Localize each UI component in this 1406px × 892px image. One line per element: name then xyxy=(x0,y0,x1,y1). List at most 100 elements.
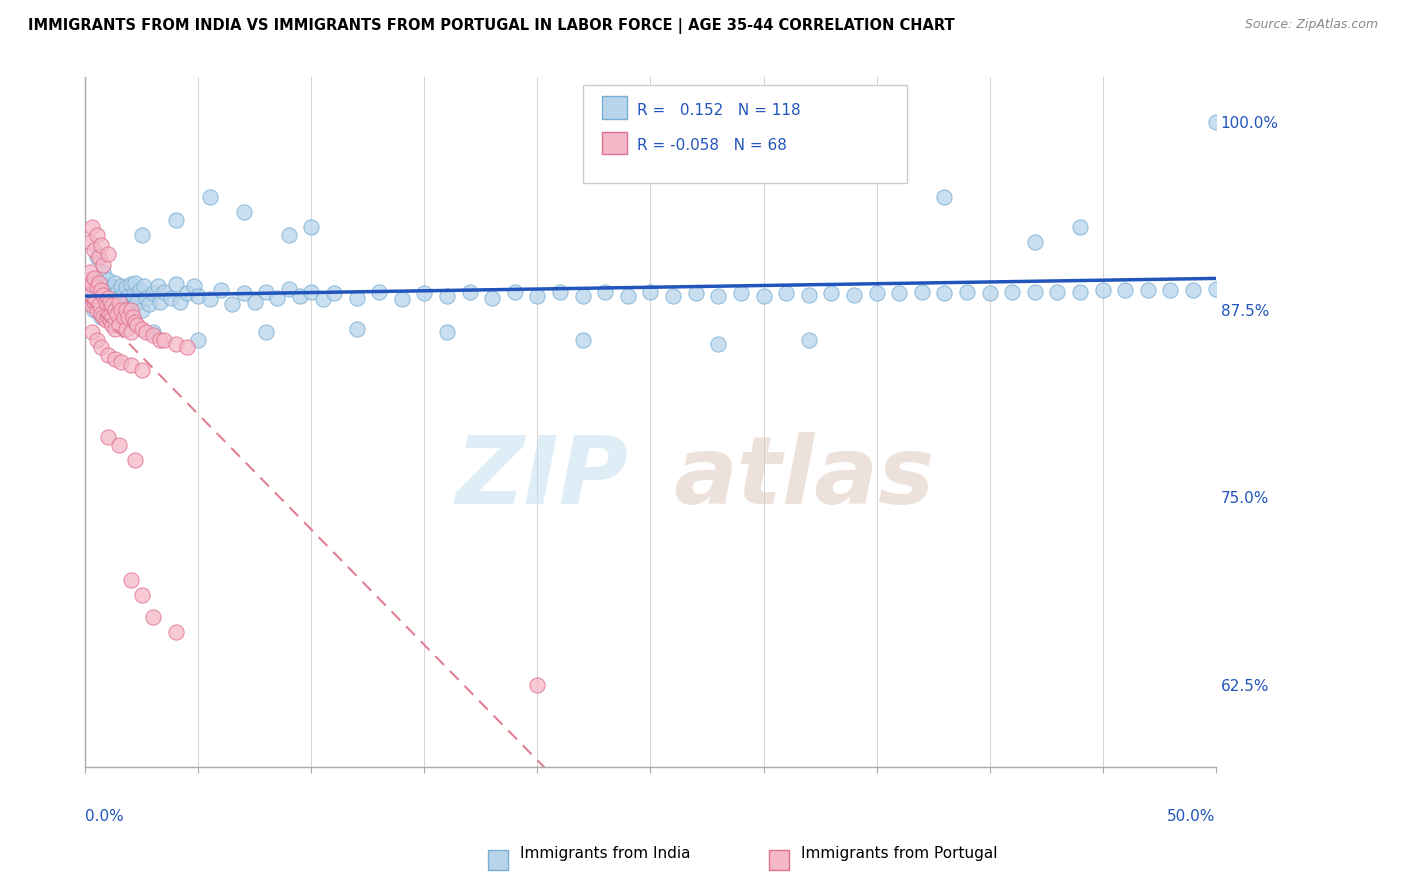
Point xyxy=(120,359,142,373)
Point xyxy=(169,295,191,310)
Point xyxy=(232,205,254,219)
Point xyxy=(120,310,142,325)
Point xyxy=(1114,284,1136,298)
Point xyxy=(842,288,865,302)
Point xyxy=(121,310,143,325)
Point xyxy=(254,285,277,299)
Point xyxy=(86,280,108,294)
Point xyxy=(105,298,128,312)
Point xyxy=(110,302,132,317)
Point xyxy=(90,284,112,298)
Point xyxy=(288,289,311,303)
Point xyxy=(79,235,101,250)
Point xyxy=(104,276,127,290)
Point xyxy=(98,313,121,327)
Point xyxy=(115,280,138,294)
Point xyxy=(752,289,775,303)
Point xyxy=(436,326,458,340)
Point xyxy=(98,301,121,316)
Point xyxy=(93,265,115,279)
Point xyxy=(110,279,132,293)
Point xyxy=(934,286,956,301)
Point xyxy=(149,295,172,310)
Point xyxy=(101,310,124,325)
Point xyxy=(108,438,131,452)
Point xyxy=(707,337,730,351)
Point xyxy=(911,285,934,299)
Point xyxy=(110,355,132,369)
Point xyxy=(142,610,165,624)
Point xyxy=(90,277,112,292)
Point xyxy=(80,298,103,312)
Point xyxy=(254,326,277,340)
Point xyxy=(86,227,108,242)
Point xyxy=(117,310,139,325)
Point xyxy=(323,286,346,301)
Point xyxy=(571,333,593,347)
Point xyxy=(101,298,124,312)
Point xyxy=(86,280,108,294)
Point xyxy=(153,333,176,347)
Point xyxy=(94,295,117,310)
Point xyxy=(124,453,146,467)
Point xyxy=(79,265,101,279)
Point xyxy=(105,285,128,299)
Point xyxy=(131,363,153,377)
Text: atlas: atlas xyxy=(673,432,935,524)
Point xyxy=(346,322,368,336)
Point xyxy=(198,293,221,307)
Point xyxy=(98,295,121,310)
Point xyxy=(617,289,640,303)
Point xyxy=(865,286,887,301)
Point xyxy=(436,289,458,303)
Point xyxy=(138,297,160,311)
Point xyxy=(299,220,322,235)
Point xyxy=(104,352,127,367)
Point xyxy=(413,286,436,301)
Point xyxy=(97,247,120,261)
Text: ZIP: ZIP xyxy=(456,432,628,524)
Text: 50.0%: 50.0% xyxy=(1167,809,1216,823)
Point xyxy=(707,289,730,303)
Point xyxy=(86,251,108,265)
Point xyxy=(104,322,127,336)
Point xyxy=(730,286,752,301)
Point xyxy=(117,301,139,316)
Point xyxy=(124,276,146,290)
Point xyxy=(97,430,120,444)
Point xyxy=(97,348,120,362)
Point xyxy=(1205,115,1227,129)
Text: Immigrants from India: Immigrants from India xyxy=(520,846,690,861)
Point xyxy=(176,286,198,301)
Point xyxy=(80,277,103,292)
Point xyxy=(108,302,131,317)
Point xyxy=(101,280,124,294)
Text: 0.0%: 0.0% xyxy=(86,809,124,823)
Point xyxy=(503,285,526,299)
Point xyxy=(117,289,139,303)
Point xyxy=(94,313,117,327)
Point xyxy=(775,286,797,301)
Point xyxy=(76,273,98,287)
Point xyxy=(934,190,956,204)
Point xyxy=(115,307,138,321)
Point xyxy=(662,289,685,303)
Point xyxy=(83,243,105,257)
Point xyxy=(90,310,112,325)
Point xyxy=(1159,284,1181,298)
Point xyxy=(93,310,115,325)
Point xyxy=(87,251,110,265)
Point xyxy=(221,297,243,311)
Point xyxy=(120,277,142,292)
Point xyxy=(97,291,120,305)
Point xyxy=(232,286,254,301)
Point xyxy=(391,293,413,307)
Text: IMMIGRANTS FROM INDIA VS IMMIGRANTS FROM PORTUGAL IN LABOR FORCE | AGE 35-44 COR: IMMIGRANTS FROM INDIA VS IMMIGRANTS FROM… xyxy=(28,18,955,34)
Point xyxy=(87,276,110,290)
Point xyxy=(640,285,662,299)
Point xyxy=(120,573,142,587)
Point xyxy=(142,326,165,340)
Point xyxy=(149,333,172,347)
Point xyxy=(132,279,155,293)
Point xyxy=(187,289,209,303)
